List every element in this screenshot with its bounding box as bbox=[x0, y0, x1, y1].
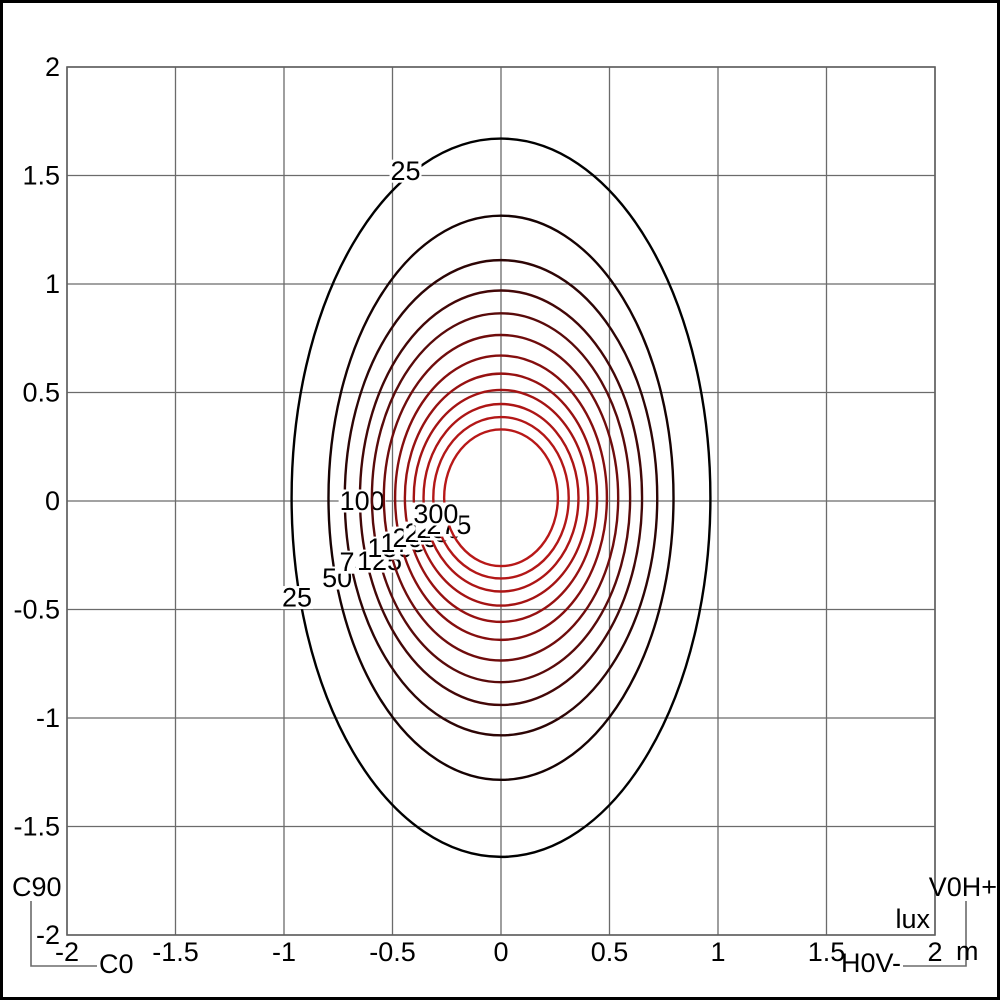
x-tick-label: -2 bbox=[55, 937, 79, 967]
corner-annotations: C90 C0 V0H+ H0V- lux m bbox=[12, 872, 997, 979]
y-tick-label: -2 bbox=[36, 920, 60, 950]
contour-group-100: 100 bbox=[338, 289, 644, 707]
y-tick-label: -0.5 bbox=[13, 595, 60, 625]
lux-unit-label: lux bbox=[895, 904, 930, 934]
contour-label-25: 25 bbox=[390, 156, 420, 186]
contour-label-mask-25 bbox=[281, 586, 314, 610]
contour-group-275: 275 bbox=[425, 415, 570, 580]
x-tick-label: 0.5 bbox=[591, 937, 629, 967]
h0v-plane-label: H0V- bbox=[841, 948, 901, 978]
c90-plane-label: C90 bbox=[12, 872, 62, 902]
x-tick-label: -1.5 bbox=[152, 937, 199, 967]
contour-group-225: 225 bbox=[403, 388, 590, 607]
y-tick-label: 2 bbox=[45, 52, 60, 82]
plot-border bbox=[66, 66, 936, 936]
y-tick-label: -1.5 bbox=[13, 812, 60, 842]
contour-ellipse-175 bbox=[393, 354, 609, 642]
contour-group-250: 250 bbox=[415, 402, 580, 593]
contour-label-mask-100 bbox=[338, 489, 386, 513]
contour-ellipse-25 bbox=[290, 137, 712, 859]
x-tick-label: 2 bbox=[927, 937, 942, 967]
y-tick-label: 0 bbox=[45, 486, 60, 516]
x-tick-label: 1.5 bbox=[808, 937, 846, 967]
contour-ellipse-300 bbox=[442, 428, 560, 568]
contour-ellipse-275 bbox=[432, 415, 570, 580]
y-tick-label: 1.5 bbox=[22, 161, 60, 191]
x-tick-label: 0 bbox=[493, 937, 508, 967]
contour-label-100: 100 bbox=[340, 486, 385, 516]
meter-unit-label: m bbox=[956, 936, 979, 966]
y-tick-label: 1 bbox=[45, 269, 60, 299]
contour-group-25: 25 25 bbox=[281, 137, 712, 859]
contour-ellipse-225 bbox=[412, 388, 590, 607]
x-tick-label: -0.5 bbox=[369, 937, 416, 967]
contour-label-mask-300 bbox=[412, 502, 460, 526]
y-tick-label: -1 bbox=[36, 703, 60, 733]
contour-label-300: 300 bbox=[413, 499, 458, 529]
contour-label-25: 25 bbox=[282, 583, 312, 613]
contour-label-mask-25 bbox=[389, 159, 422, 183]
contour-ellipse-150 bbox=[382, 333, 620, 662]
contour-ellipse-250 bbox=[422, 402, 580, 593]
c0-plane-label: C0 bbox=[99, 949, 134, 979]
contour-ellipse-125 bbox=[370, 312, 632, 684]
contour-ellipse-200 bbox=[403, 372, 599, 624]
y-tick-label: 0.5 bbox=[22, 378, 60, 408]
grid-layer bbox=[66, 66, 936, 936]
c-plane-connector-line bbox=[30, 901, 97, 967]
x-tick-label: -1 bbox=[272, 937, 296, 967]
contour-layer: 25255075100125150175200225250275300 bbox=[281, 137, 712, 859]
contour-group-300: 300 bbox=[412, 428, 560, 568]
v0h-plane-label: V0H+ bbox=[929, 872, 997, 902]
v-plane-connector-line bbox=[903, 901, 967, 967]
x-tick-label: 1 bbox=[710, 937, 725, 967]
axis-tick-layer: -2 -1.5 -1 -0.5 0 0.5 1 1.5 2 2 1.5 1 0.5 0 -0.5 -1 -1.5… bbox=[13, 52, 942, 967]
contour-ellipse-50 bbox=[327, 214, 675, 782]
